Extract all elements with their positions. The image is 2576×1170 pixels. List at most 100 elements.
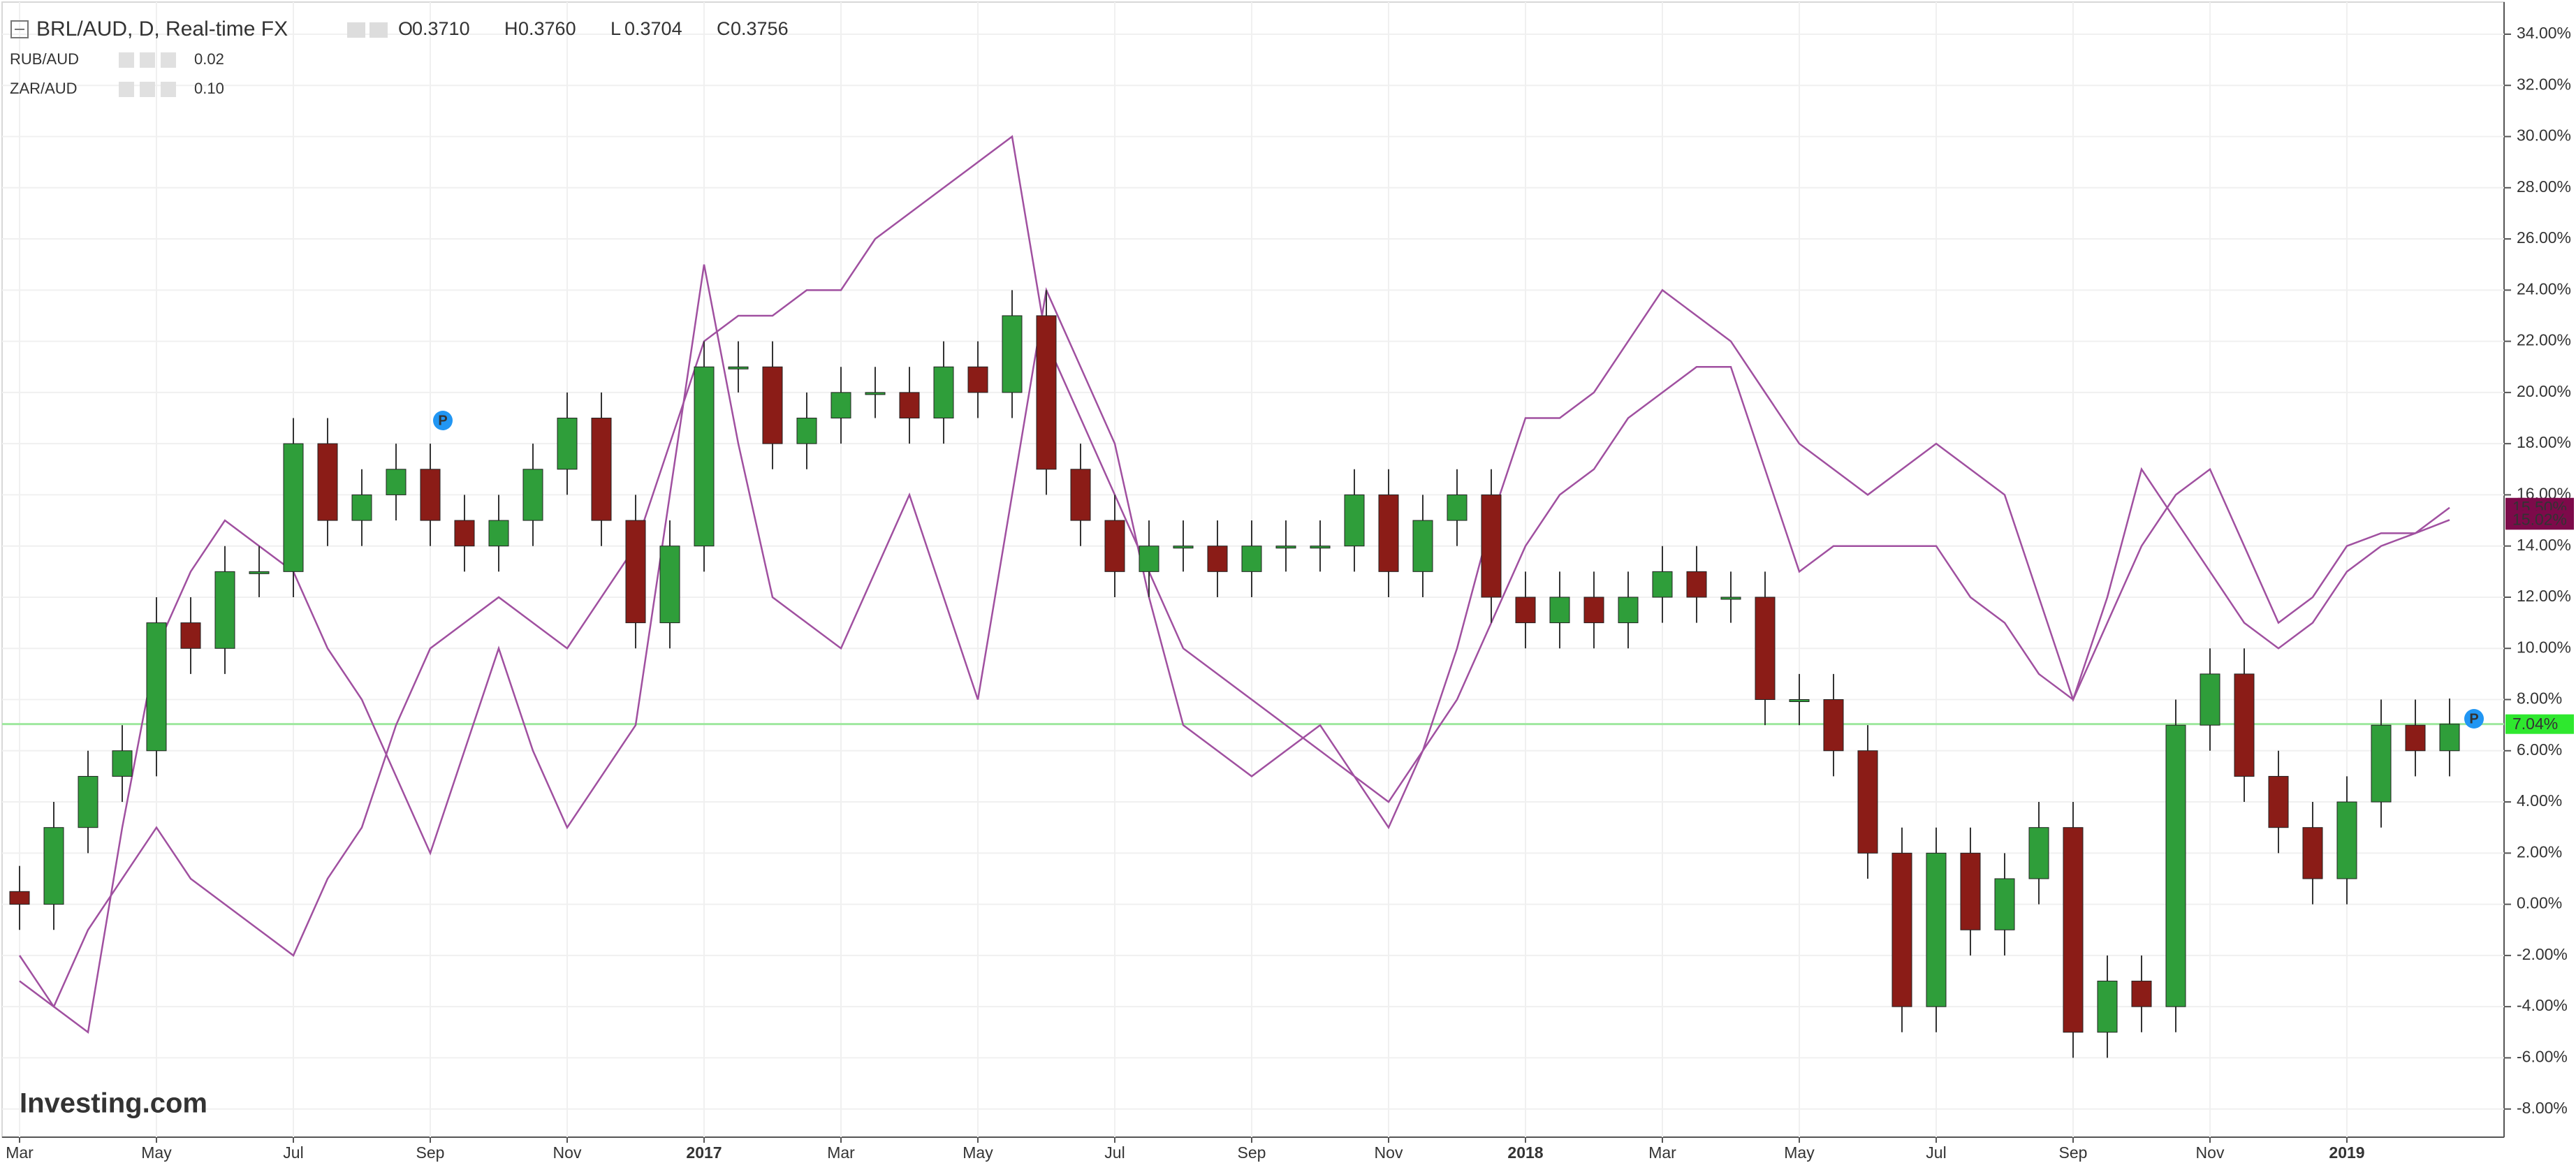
candle-body — [2405, 724, 2426, 752]
event-marker[interactable] — [433, 411, 453, 430]
candle-body — [9, 891, 30, 905]
candle-body — [1104, 520, 1125, 572]
candle-body — [78, 775, 98, 828]
candle-body — [1139, 546, 1159, 572]
x-tick-label: Sep — [1238, 1143, 1266, 1162]
x-tick-label: 2019 — [2329, 1143, 2364, 1162]
candle-body — [2063, 827, 2084, 1033]
candle-body — [933, 366, 954, 419]
candle-body — [591, 418, 612, 521]
x-tick-label: Jul — [1926, 1143, 1946, 1162]
candle-body — [2268, 775, 2289, 828]
y-tick-label: 12.00% — [2517, 587, 2571, 605]
y-tick-label: 30.00% — [2517, 126, 2571, 145]
candle-body — [1994, 878, 2015, 930]
candle-body — [1036, 315, 1057, 470]
candle-body — [1755, 597, 1776, 701]
x-tick-label: Nov — [553, 1143, 582, 1162]
candle-body — [1207, 546, 1228, 572]
legend-button — [161, 52, 176, 68]
candle-body — [1960, 852, 1981, 930]
candle-body — [488, 520, 509, 547]
ohlc-key: H — [504, 18, 518, 39]
candle-body — [2097, 981, 2118, 1033]
candle-body — [146, 622, 167, 752]
ohlc-value: 0.3756 — [731, 18, 789, 39]
candle-body — [454, 520, 475, 547]
candle-body — [2234, 673, 2255, 777]
legend-name: RUB/AUD — [10, 50, 79, 68]
candle-body — [2302, 827, 2323, 879]
candle-body — [43, 827, 64, 905]
settings-button[interactable] — [369, 22, 388, 38]
x-tick-label: Mar — [6, 1143, 34, 1162]
candle-body — [1378, 494, 1399, 572]
y-tick-label: -4.00% — [2517, 996, 2568, 1014]
y-tick-label: 2.00% — [2517, 842, 2562, 861]
candle-body — [1823, 699, 1844, 752]
candle-body — [659, 546, 680, 624]
candle-body — [1412, 520, 1433, 572]
candle-body — [2028, 827, 2049, 879]
ohlc-key: L — [610, 18, 621, 39]
last-value-label: 15.02% — [2512, 510, 2567, 528]
y-tick-label: -8.00% — [2517, 1099, 2568, 1117]
x-tick-label: Mar — [827, 1143, 855, 1162]
event-marker[interactable] — [2464, 709, 2484, 729]
collapse-button[interactable] — [10, 20, 29, 38]
candle-body — [180, 622, 201, 649]
visibility-button[interactable] — [347, 22, 365, 38]
candle-body — [1720, 597, 1741, 600]
y-tick-label: 0.00% — [2517, 894, 2562, 912]
ohlc-key: O — [398, 18, 413, 39]
candle-body — [1652, 571, 1673, 598]
candle-body — [214, 571, 235, 649]
candle-body — [1891, 852, 1912, 1007]
y-tick-label: 26.00% — [2517, 228, 2571, 247]
candle-body — [1173, 546, 1194, 549]
legend-value: 0.10 — [194, 80, 224, 97]
last-value-tag — [2505, 510, 2574, 530]
x-tick-label: May — [963, 1143, 993, 1162]
candle-body — [112, 750, 133, 777]
x-tick-label: May — [141, 1143, 172, 1162]
x-tick-label: Mar — [1648, 1143, 1676, 1162]
watermark: Investing.com — [20, 1088, 207, 1119]
legend-button — [161, 82, 176, 97]
y-tick-label: 8.00% — [2517, 689, 2562, 708]
x-tick-label: 2018 — [1507, 1143, 1543, 1162]
legend-button — [140, 52, 155, 68]
y-tick-label: 22.00% — [2517, 331, 2571, 349]
line-series — [19, 135, 2450, 1009]
candle-body — [386, 469, 407, 495]
candle-body — [557, 418, 578, 470]
candle-body — [420, 469, 441, 521]
y-tick-label: 24.00% — [2517, 279, 2571, 298]
x-tick-label: 2017 — [686, 1143, 722, 1162]
candle-body — [1481, 494, 1502, 598]
x-tick-label: Jul — [1104, 1143, 1125, 1162]
legend-name: ZAR/AUD — [10, 80, 78, 97]
candle-body — [1926, 852, 1947, 1007]
last-value-tag — [2505, 714, 2574, 734]
legend-value: 0.02 — [194, 50, 224, 68]
candle-body — [899, 392, 920, 419]
candle-body — [1686, 571, 1707, 598]
candle-body — [283, 443, 304, 572]
x-tick-label: Nov — [1375, 1143, 1403, 1162]
labels: -8.00% -6.00% -4.00% -2.00% 0.00% 2.00% 4.00% 6… — [6, 24, 2574, 1162]
candle-body — [865, 392, 886, 395]
event-marker-label: P — [438, 413, 447, 428]
ohlc-key: C — [717, 18, 731, 39]
candle-body — [2371, 724, 2392, 803]
legend-button — [140, 82, 155, 97]
candle-body — [1241, 546, 1262, 572]
y-tick-label: 20.00% — [2517, 382, 2571, 400]
y-tick-label: 34.00% — [2517, 24, 2571, 42]
y-tick-label: -6.00% — [2517, 1048, 2568, 1066]
candle-body — [1583, 597, 1604, 624]
candle-body — [351, 494, 372, 521]
candle-body — [2336, 801, 2357, 879]
